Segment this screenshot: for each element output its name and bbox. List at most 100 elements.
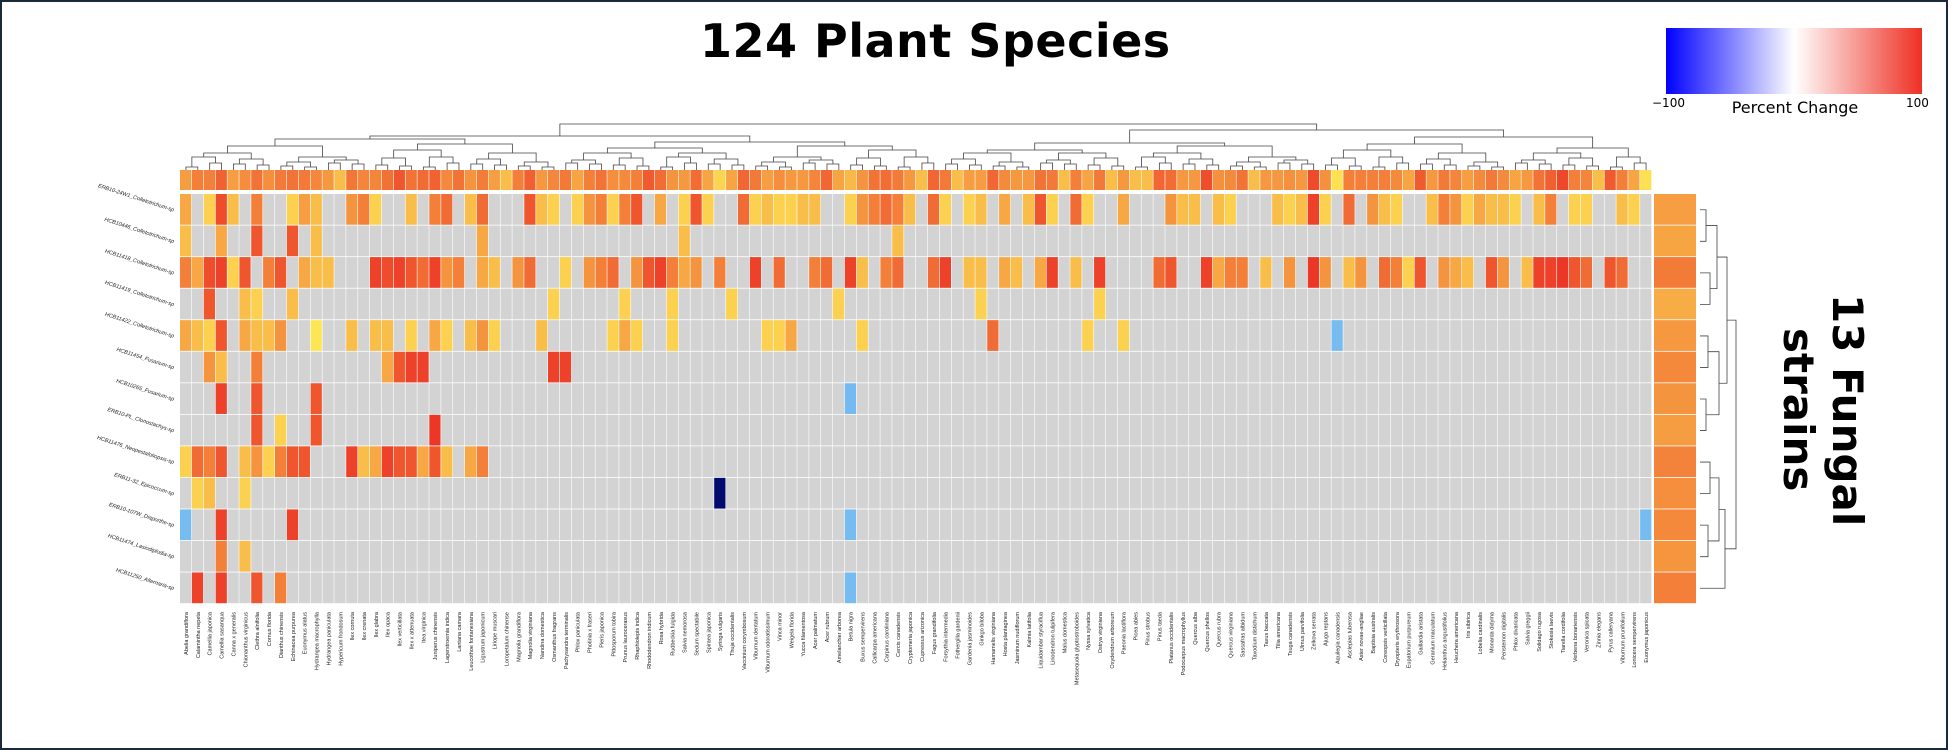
heatmap-cell: [880, 194, 892, 225]
heatmap-cell: [678, 383, 690, 414]
column-label: Tsuga canadensis: [1288, 612, 1294, 656]
column-summary-cell: [1117, 170, 1130, 190]
heatmap-cell: [880, 414, 892, 446]
heatmap-cell: [464, 446, 477, 478]
heatmap-cell: [880, 383, 892, 414]
heatmap-cell: [227, 414, 239, 446]
heatmap-cell: [1497, 320, 1509, 351]
heatmap-cell: [1248, 446, 1260, 478]
heatmap-cell: [524, 225, 536, 257]
heatmap-cell: [773, 288, 785, 320]
column-summary-cell: [654, 170, 667, 190]
heatmap-cell: [274, 351, 287, 383]
heatmap-cell: [1082, 194, 1094, 225]
heatmap-cell: [856, 446, 868, 478]
column-summary-cell: [500, 170, 512, 190]
heatmap-cell: [417, 257, 429, 288]
heatmap-cell: [927, 477, 940, 509]
heatmap-cell: [1628, 477, 1640, 509]
heatmap-cell: [1604, 446, 1616, 478]
heatmap-cell: [263, 446, 275, 478]
heatmap-cell: [203, 509, 216, 541]
heatmap-cell: [500, 225, 512, 257]
heatmap-cell: [1390, 383, 1403, 414]
column-summary-cell: [1402, 170, 1414, 190]
heatmap-cell: [1058, 257, 1070, 288]
column-summary-cell: [251, 170, 263, 190]
heatmap-cell: [1272, 446, 1284, 478]
heatmap-cell: [1331, 288, 1343, 320]
heatmap-cell: [453, 477, 465, 509]
column-label: Lagerstroemia indica: [445, 611, 451, 663]
heatmap-cell: [1260, 225, 1272, 257]
heatmap-cell: [678, 509, 690, 541]
heatmap-cell: [536, 351, 548, 383]
heatmap-cell: [1295, 288, 1308, 320]
column-label: Magnolia grandiflora: [516, 611, 522, 662]
heatmap-cell: [1438, 477, 1450, 509]
heatmap-cell: [1153, 320, 1165, 351]
heatmap-cell: [417, 351, 429, 383]
heatmap-cell: [571, 446, 584, 478]
column-label: Rosa hybrida: [659, 611, 665, 644]
heatmap-cell: [714, 194, 726, 225]
heatmap-cell: [809, 225, 821, 257]
heatmap-cell: [844, 351, 857, 383]
heatmap-cell: [298, 257, 310, 288]
heatmap-cell: [702, 540, 714, 572]
heatmap-cell: [642, 414, 655, 446]
heatmap-cell: [548, 288, 560, 320]
heatmap-cell: [975, 351, 987, 383]
heatmap-cell: [298, 320, 310, 351]
heatmap-cell: [607, 225, 619, 257]
column-summary-cell: [785, 170, 797, 190]
heatmap-cell: [274, 194, 287, 225]
column-summary-cell: [1284, 170, 1296, 190]
heatmap-cell: [631, 540, 643, 572]
heatmap-cell: [714, 257, 726, 288]
heatmap-cell: [369, 257, 382, 288]
heatmap-cell: [761, 351, 773, 383]
heatmap-cell: [939, 288, 952, 320]
heatmap-cell: [298, 351, 310, 383]
heatmap-cell: [1319, 225, 1331, 257]
heatmap-cell: [821, 446, 833, 478]
heatmap-cell: [1141, 225, 1153, 257]
heatmap-cell: [1295, 351, 1308, 383]
heatmap-cell: [761, 572, 773, 604]
heatmap-cell: [726, 572, 738, 604]
heatmap-cell: [393, 320, 405, 351]
heatmap-cell: [453, 540, 465, 572]
heatmap-cell: [239, 414, 251, 446]
heatmap-cell: [607, 194, 619, 225]
column-summary-cell: [524, 170, 536, 190]
heatmap-cell: [1010, 477, 1023, 509]
column-label: Vinca minor: [777, 612, 783, 641]
heatmap-cell: [548, 572, 560, 604]
heatmap-cell: [417, 446, 429, 478]
heatmap-cell: [666, 414, 678, 446]
heatmap-cell: [239, 257, 251, 288]
heatmap-cell: [1378, 540, 1391, 572]
heatmap-cell: [785, 194, 797, 225]
heatmap-cell: [666, 320, 678, 351]
heatmap-cell: [1260, 351, 1272, 383]
heatmap-cell: [1473, 320, 1486, 351]
heatmap-cell: [1200, 477, 1213, 509]
heatmap-cell: [263, 572, 275, 604]
heatmap-cell: [951, 477, 963, 509]
heatmap-cell: [500, 414, 512, 446]
column-summary-cell: [263, 170, 275, 190]
heatmap-cell: [1604, 194, 1616, 225]
heatmap-cell: [393, 477, 405, 509]
heatmap-cell: [1010, 320, 1023, 351]
heatmap-cell: [1390, 540, 1403, 572]
heatmap-cell: [369, 194, 382, 225]
column-label: Photinia x fraseri: [588, 612, 594, 653]
heatmap-cell: [1236, 509, 1248, 541]
heatmap-cell: [856, 414, 868, 446]
heatmap-cell: [263, 225, 275, 257]
heatmap-cell: [1473, 540, 1486, 572]
legend-max-label: 100: [1906, 96, 1929, 110]
heatmap-cell: [1319, 257, 1331, 288]
